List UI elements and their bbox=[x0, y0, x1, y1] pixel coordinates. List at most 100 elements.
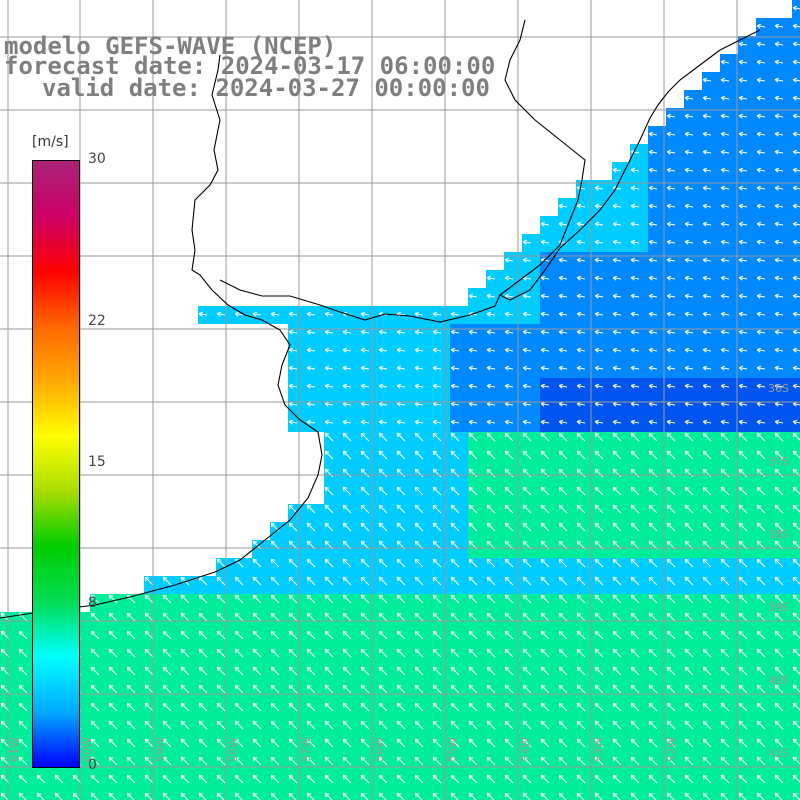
wind-arrow-head bbox=[541, 738, 546, 741]
wind-arrow-head bbox=[792, 241, 797, 245]
wind-arrow-head bbox=[558, 257, 564, 261]
wind-arrow-head bbox=[594, 793, 597, 798]
wind-arrow-head bbox=[432, 559, 435, 564]
wind-arrow bbox=[757, 421, 766, 424]
wind-arrow-head bbox=[505, 774, 510, 777]
wind-arrow bbox=[558, 666, 568, 676]
wind-arrow bbox=[703, 241, 712, 244]
wind-arrow-head bbox=[703, 540, 708, 543]
wind-arrow-head bbox=[487, 666, 492, 669]
wind-arrow bbox=[198, 594, 208, 604]
wind-arrow bbox=[631, 151, 640, 154]
wind-arrow bbox=[523, 277, 532, 280]
wind-arrow bbox=[180, 594, 190, 604]
wind-arrow-head bbox=[666, 487, 669, 492]
wind-arrow-head bbox=[738, 257, 744, 261]
wind-arrow-head bbox=[720, 167, 726, 171]
wind-arrow-head bbox=[792, 277, 797, 281]
wind-arrow bbox=[451, 367, 460, 370]
wind-arrow-head bbox=[360, 347, 366, 351]
wind-arrow-head bbox=[487, 756, 492, 759]
wind-arrow-head bbox=[180, 721, 183, 726]
wind-arrow-head bbox=[667, 468, 672, 471]
wind-arrow-head bbox=[487, 522, 492, 525]
wind-arrow bbox=[774, 684, 784, 694]
wind-arrow-head bbox=[774, 41, 780, 45]
wind-arrow-head bbox=[720, 419, 726, 423]
wind-arrow-head bbox=[396, 541, 399, 546]
wind-arrow bbox=[450, 774, 460, 784]
wind-arrow bbox=[126, 738, 136, 748]
wind-arrow bbox=[289, 421, 298, 424]
wind-arrow bbox=[721, 205, 730, 208]
wind-arrow bbox=[378, 720, 388, 730]
wind-arrow-head bbox=[234, 667, 237, 672]
wind-arrow-head bbox=[540, 703, 543, 708]
wind-arrow-head bbox=[522, 667, 525, 672]
wind-arrow bbox=[774, 576, 784, 586]
wind-cell bbox=[792, 378, 800, 396]
wind-arrow bbox=[775, 151, 784, 154]
wind-arrow-head bbox=[108, 685, 111, 690]
wind-arrow bbox=[576, 612, 586, 622]
wind-arrow bbox=[559, 205, 568, 208]
wind-arrow-head bbox=[216, 559, 219, 564]
wind-arrow-head bbox=[361, 792, 366, 795]
wind-arrow-head bbox=[307, 540, 312, 543]
wind-arrow bbox=[396, 432, 406, 442]
wind-cell bbox=[666, 792, 684, 800]
wind-arrow-head bbox=[378, 559, 381, 564]
wind-arrow bbox=[468, 774, 478, 784]
wind-arrow bbox=[559, 295, 568, 298]
wind-arrow-head bbox=[468, 577, 471, 582]
wind-cell bbox=[360, 792, 378, 800]
wind-arrow-head bbox=[487, 432, 492, 435]
wind-arrow-head bbox=[559, 522, 564, 525]
wind-arrow-head bbox=[379, 738, 384, 741]
wind-arrow-head bbox=[289, 738, 294, 741]
wind-arrow-head bbox=[288, 349, 293, 353]
wind-arrow bbox=[774, 558, 784, 568]
wind-arrow bbox=[630, 684, 640, 694]
wind-arrow-head bbox=[523, 630, 528, 633]
wind-arrow bbox=[126, 756, 136, 766]
wind-arrow-head bbox=[451, 630, 456, 633]
wind-arrow bbox=[342, 486, 352, 496]
wind-arrow-head bbox=[288, 595, 291, 600]
wind-arrow-head bbox=[720, 347, 726, 351]
wind-arrow bbox=[613, 223, 622, 226]
wind-arrow bbox=[757, 385, 766, 388]
wind-arrow-head bbox=[576, 313, 581, 317]
wind-arrow-head bbox=[0, 775, 3, 780]
wind-arrow-head bbox=[702, 595, 705, 600]
wind-arrow-head bbox=[774, 631, 777, 636]
wind-arrow-head bbox=[738, 311, 744, 315]
wind-arrow-head bbox=[576, 277, 581, 281]
wind-arrow bbox=[649, 349, 658, 352]
wind-arrow bbox=[162, 666, 172, 676]
wind-arrow-head bbox=[576, 349, 581, 353]
wind-arrow-head bbox=[415, 558, 420, 561]
wind-arrow-head bbox=[486, 421, 491, 425]
wind-arrow-head bbox=[541, 720, 546, 723]
wind-arrow-head bbox=[162, 757, 165, 762]
wind-arrow bbox=[324, 558, 334, 568]
wind-arrow bbox=[504, 450, 514, 460]
wind-arrow-head bbox=[702, 275, 708, 279]
wind-cell bbox=[342, 792, 360, 800]
wind-arrow-head bbox=[162, 631, 165, 636]
wind-arrow bbox=[289, 367, 298, 370]
wind-arrow bbox=[216, 774, 226, 784]
wind-arrow-head bbox=[702, 613, 705, 618]
wind-arrow bbox=[559, 259, 568, 262]
wind-arrow-head bbox=[648, 295, 653, 299]
wind-arrow-head bbox=[505, 468, 510, 471]
wind-arrow-head bbox=[144, 667, 147, 672]
wind-arrow-head bbox=[685, 576, 690, 579]
wind-arrow-head bbox=[775, 468, 780, 471]
wind-arrow-head bbox=[666, 149, 672, 153]
wind-arrow-head bbox=[378, 667, 381, 672]
wind-arrow-head bbox=[432, 451, 435, 456]
wind-arrow-head bbox=[235, 666, 240, 669]
wind-arrow-head bbox=[522, 685, 525, 690]
